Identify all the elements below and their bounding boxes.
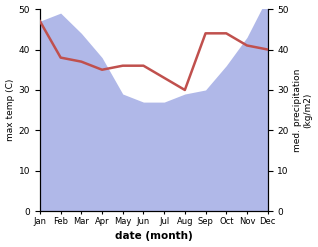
Y-axis label: max temp (C): max temp (C) (5, 79, 15, 141)
Y-axis label: med. precipitation
(kg/m2): med. precipitation (kg/m2) (293, 68, 313, 152)
X-axis label: date (month): date (month) (115, 231, 193, 242)
